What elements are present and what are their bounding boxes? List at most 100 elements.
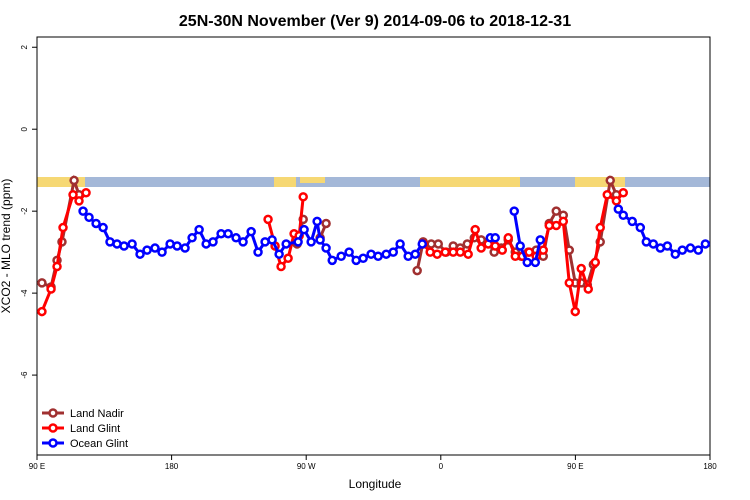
x-tick-label: 180 (703, 462, 717, 471)
point (373, 251, 383, 261)
legend-marker (48, 423, 58, 433)
land-band (420, 177, 520, 187)
point (490, 241, 500, 251)
x-tick-label: 0 (439, 462, 444, 471)
point (238, 237, 248, 247)
point (172, 241, 182, 251)
point (662, 241, 673, 251)
point (299, 224, 309, 235)
point (635, 222, 646, 233)
x-tick-label: 90 E (567, 462, 583, 471)
point (312, 216, 322, 227)
point (52, 261, 62, 272)
point (432, 249, 442, 259)
point (611, 196, 622, 206)
point (595, 222, 605, 233)
point (410, 249, 420, 259)
point (344, 247, 354, 257)
point (263, 214, 273, 225)
x-tick-label: 180 (165, 462, 179, 471)
point (58, 222, 68, 233)
point (558, 216, 569, 227)
point (551, 220, 562, 231)
point (602, 190, 613, 200)
point (253, 247, 263, 257)
point (564, 278, 575, 288)
point (293, 237, 303, 247)
point (476, 243, 486, 253)
point (78, 206, 88, 216)
legend: Land Nadir Land Glint Ocean Glint (42, 408, 128, 450)
point (440, 247, 451, 257)
point (618, 210, 629, 221)
point (315, 235, 325, 245)
point (135, 249, 145, 259)
point (605, 175, 615, 186)
point (530, 257, 541, 268)
point (522, 257, 532, 268)
point (37, 278, 47, 288)
series (37, 187, 629, 317)
point (515, 241, 525, 251)
point (503, 233, 513, 243)
point (618, 187, 629, 198)
point (208, 237, 218, 247)
point (68, 190, 78, 200)
point (180, 243, 190, 253)
point (417, 239, 428, 249)
y-tick-label: -6 (20, 371, 29, 379)
point (336, 251, 346, 261)
point (388, 247, 398, 257)
point (119, 241, 129, 251)
legend-marker (48, 438, 58, 448)
point (685, 243, 696, 253)
legend-label: Ocean Glint (70, 438, 128, 450)
land-band (274, 177, 296, 187)
point (267, 235, 277, 245)
point (576, 263, 586, 274)
point (455, 247, 465, 257)
point (358, 253, 368, 264)
y-axis-label: XCO2 - MLO trend (ppm) (0, 179, 13, 314)
point (81, 187, 91, 198)
point (570, 306, 581, 317)
point (91, 218, 101, 229)
point (276, 261, 286, 272)
point (590, 257, 601, 268)
land-mask (37, 177, 710, 187)
point (463, 249, 473, 259)
point (524, 247, 534, 257)
point (509, 206, 519, 216)
ocean-band (37, 177, 710, 187)
point (142, 245, 152, 255)
point (551, 206, 562, 216)
point (127, 239, 137, 249)
series (78, 204, 711, 268)
chart-title: 25N-30N November (Ver 9) 2014-09-06 to 2… (179, 13, 571, 30)
x-axis-label: Longitude (349, 477, 402, 491)
point (433, 239, 444, 249)
point (283, 253, 293, 264)
y-tick-label: 2 (20, 44, 29, 49)
point (84, 212, 94, 223)
point (194, 224, 204, 235)
x-tick-label: 90 W (297, 462, 316, 471)
point (538, 245, 548, 255)
y-tick-label: -2 (20, 207, 29, 215)
point (246, 226, 256, 237)
point (274, 249, 284, 259)
land-band (300, 177, 325, 183)
y-tick-label: 0 (20, 126, 29, 131)
point (298, 192, 308, 202)
point (470, 224, 480, 235)
point (281, 239, 291, 249)
point (670, 249, 681, 259)
point (223, 228, 233, 239)
point (98, 222, 108, 233)
point (700, 239, 711, 249)
point (412, 265, 422, 276)
point (306, 237, 316, 247)
point (677, 245, 688, 255)
point (627, 216, 637, 227)
